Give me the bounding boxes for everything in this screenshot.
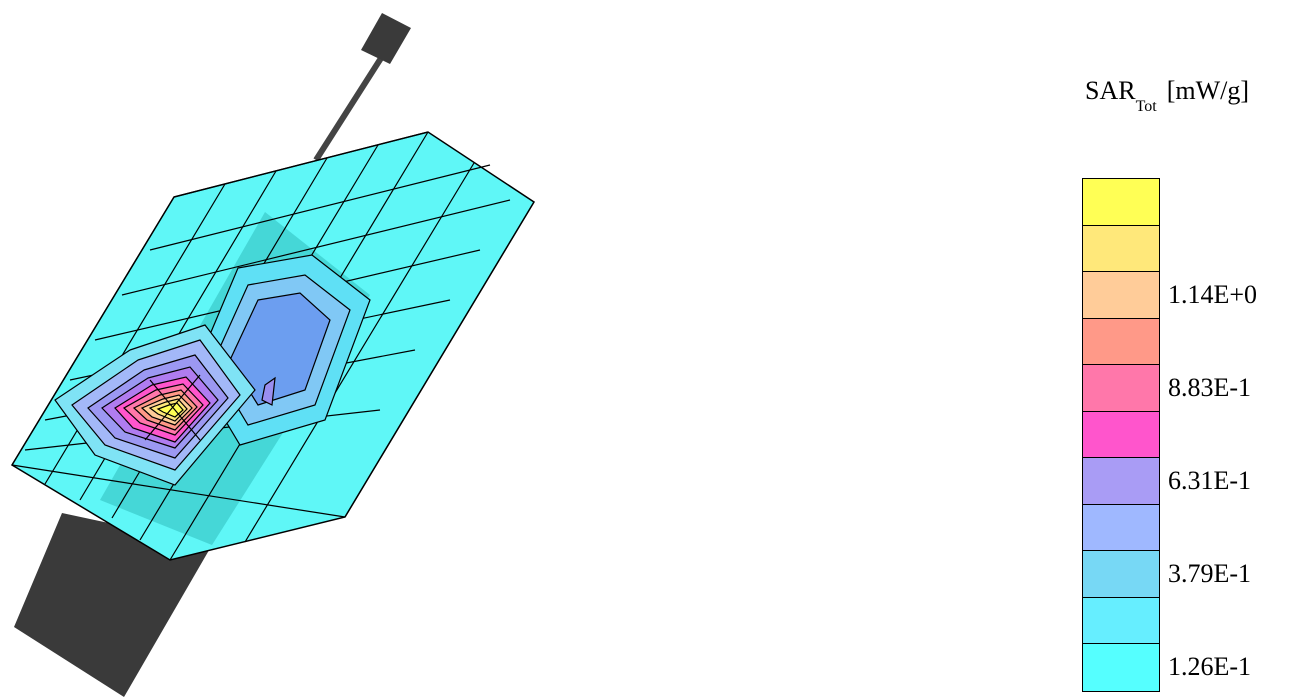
antenna-tip <box>361 13 411 64</box>
legend-title-unit: [mW/g] <box>1166 76 1249 105</box>
legend-tick-label: 1.26E-1 <box>1168 652 1252 682</box>
sar-surface-plot <box>10 13 536 697</box>
legend-title-sub: Tot <box>1135 98 1157 115</box>
legend-tick-label: 8.83E-1 <box>1168 373 1252 403</box>
legend-swatch <box>1083 225 1159 272</box>
legend-title: SARTot [mW/g] <box>1085 76 1249 115</box>
color-legend-bar <box>1082 178 1160 692</box>
legend-swatch <box>1083 365 1159 412</box>
legend-swatch <box>1083 597 1159 644</box>
antenna-stem <box>313 53 386 162</box>
legend-swatch <box>1083 504 1159 551</box>
legend-tick-label: 1.14E+0 <box>1168 280 1258 310</box>
legend-swatch <box>1083 644 1159 691</box>
legend-title-main: SAR <box>1085 76 1136 105</box>
legend-swatch <box>1083 272 1159 319</box>
legend-swatch <box>1083 458 1159 505</box>
legend-swatch <box>1083 179 1159 226</box>
hotspot <box>54 324 256 486</box>
legend-swatch <box>1083 318 1159 365</box>
legend-tick-label: 3.79E-1 <box>1168 559 1252 589</box>
legend-swatch <box>1083 411 1159 458</box>
legend-swatch <box>1083 551 1159 598</box>
legend-tick-label: 6.31E-1 <box>1168 466 1252 496</box>
phone-body <box>14 513 212 697</box>
